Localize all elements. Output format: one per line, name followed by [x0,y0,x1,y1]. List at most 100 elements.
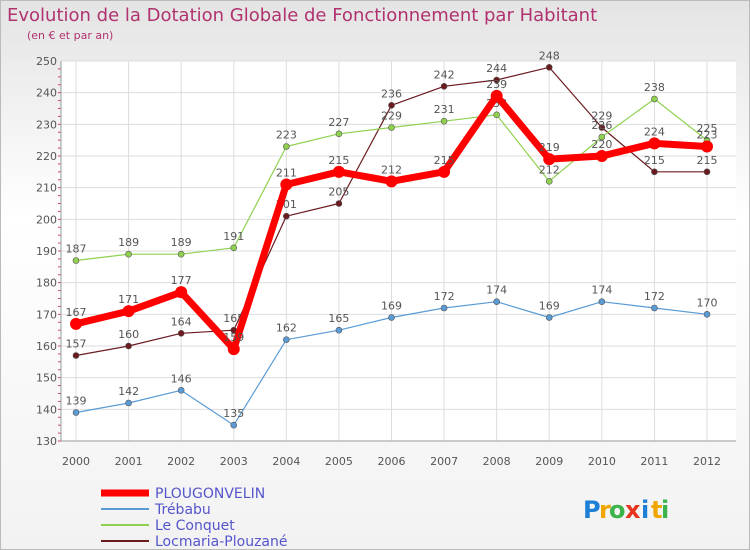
logo-letter: r [599,496,611,524]
data-label: 244 [486,62,507,75]
data-point [493,76,500,84]
data-point [440,304,448,312]
data-label: 224 [644,125,665,138]
x-tick-label: 2001 [115,455,143,468]
data-label: 219 [539,141,560,154]
data-point [283,212,290,220]
x-tick-label: 2012 [693,455,721,468]
data-label: 169 [381,300,402,313]
data-point [125,342,132,350]
data-label: 227 [328,116,349,129]
data-point [388,124,395,131]
data-label: 239 [486,78,507,91]
data-point [230,421,238,429]
data-label: 135 [223,407,244,420]
data-point [72,409,80,416]
data-point [125,250,132,258]
data-point [545,314,553,321]
x-tick-label: 2010 [588,455,616,468]
y-tick-label: 230 [36,118,57,131]
data-point [335,130,343,138]
data-point [651,304,658,312]
data-label: 215 [644,154,665,167]
data-label: 174 [591,284,612,297]
chart-subtitle: (en € et par an) [27,29,114,42]
y-tick-label: 160 [36,340,57,353]
data-point [177,330,185,337]
data-label: 164 [171,315,192,328]
data-label: 236 [381,87,402,100]
data-point [598,133,606,141]
data-label: 215 [697,154,718,167]
data-label: 226 [591,119,612,132]
data-label: 231 [434,103,455,116]
x-tick-label: 2005 [325,455,353,468]
data-point [72,352,80,359]
x-tick-label: 2000 [62,455,90,468]
data-label: 220 [591,138,612,151]
x-tick-label: 2003 [220,455,248,468]
data-point [283,143,290,150]
logo-letter: i [641,496,649,524]
data-label: 169 [539,300,560,313]
data-label: 172 [644,290,665,303]
data-point [440,117,448,125]
y-tick-label: 220 [36,150,57,163]
logo-letter: P [583,496,601,524]
data-label: 189 [171,236,192,249]
data-label: 187 [66,243,87,256]
data-point [648,137,661,150]
data-point [122,305,135,318]
data-label: 242 [434,68,455,81]
x-tick-label: 2002 [167,455,195,468]
data-point [283,336,290,343]
data-point [545,64,553,71]
data-label: 215 [328,154,349,167]
data-point [493,111,500,119]
data-point [385,175,398,188]
data-label: 171 [118,293,139,306]
logo-letter: t [651,496,662,524]
data-label: 191 [223,230,244,243]
data-label: 215 [434,154,455,167]
data-point [388,314,395,321]
y-tick-label: 250 [36,55,57,68]
chart-title: Evolution de la Dotation Globale de Fonc… [7,5,598,26]
data-point [545,178,553,185]
x-tick-label: 2007 [430,455,458,468]
data-label: 167 [66,306,87,319]
data-label: 139 [66,395,87,408]
data-point [440,83,448,90]
data-label: 170 [697,296,718,309]
data-point [70,317,82,330]
data-label: 229 [591,110,612,123]
data-label: 223 [697,129,718,142]
data-label: 174 [486,284,507,297]
data-point [438,165,451,178]
logo-letter: x [625,496,641,524]
data-point [703,168,711,176]
data-point [230,244,238,252]
data-label: 159 [223,331,244,344]
data-point [493,298,500,305]
data-label: 225 [697,122,718,135]
data-label: 223 [276,129,297,142]
data-point [388,102,395,109]
y-tick-label: 240 [36,87,57,100]
legend-label: Le Conquet [155,518,235,534]
x-tick-label: 2009 [535,455,563,468]
data-label: 229 [381,110,402,123]
legend-label: Trébabu [154,502,211,518]
data-point [543,153,556,166]
data-point [651,95,658,103]
x-tick-label: 2008 [483,455,511,468]
data-label: 211 [276,167,297,180]
data-point [280,178,293,191]
data-point [177,250,185,258]
y-tick-label: 150 [36,372,57,385]
legend-label: Locmaria-Plouzané [155,534,288,549]
data-label: 160 [118,328,139,341]
data-label: 142 [118,385,139,398]
